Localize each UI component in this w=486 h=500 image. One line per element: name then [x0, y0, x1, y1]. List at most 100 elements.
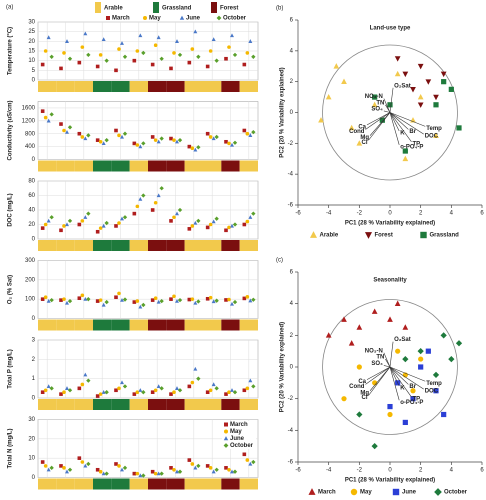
legend-label: October [223, 16, 247, 22]
loading-label: Cl [362, 140, 368, 146]
marker [372, 94, 378, 100]
marker [371, 308, 378, 314]
marker [40, 297, 45, 301]
marker [214, 467, 219, 472]
marker [208, 222, 213, 227]
land-use-strip [203, 160, 222, 172]
marker [196, 299, 201, 304]
marker [86, 133, 91, 138]
y-tick-label: 40 [28, 208, 35, 214]
marker [95, 394, 100, 398]
marker [122, 465, 128, 470]
marker [86, 52, 91, 58]
legend-label: May [149, 16, 161, 22]
y-tick-label: 0 [32, 78, 36, 84]
marker [62, 390, 66, 395]
land-use-strip [239, 319, 258, 331]
marker [101, 390, 106, 394]
loading-label: Ca [358, 379, 366, 385]
marker [205, 225, 210, 230]
marker [83, 372, 88, 377]
marker [224, 392, 228, 396]
legend-label: Arable [320, 233, 339, 239]
loading-vector [389, 112, 412, 142]
marker [49, 54, 54, 59]
marker [308, 488, 316, 495]
marker [214, 298, 219, 303]
y-tick-label: 300 [25, 258, 36, 264]
marker [214, 58, 219, 63]
legend-label: March [112, 16, 130, 22]
marker [227, 390, 231, 395]
land-use-strip [221, 81, 240, 92]
marker [356, 324, 363, 330]
marker [80, 135, 85, 139]
marker [227, 141, 231, 146]
marker [208, 466, 213, 470]
y-tick-label: 20 [28, 222, 35, 228]
marker [420, 231, 427, 239]
marker [190, 297, 195, 301]
marker [156, 35, 161, 40]
marker [59, 464, 63, 468]
y-tick-label: 80 [28, 179, 35, 185]
marker [216, 15, 222, 21]
marker [122, 215, 128, 220]
marker [104, 299, 109, 305]
loading-vector [389, 366, 426, 382]
y-tick-label: 60 [28, 193, 35, 199]
marker [387, 316, 393, 322]
marker [190, 146, 195, 151]
marker [114, 68, 118, 73]
marker [371, 101, 378, 108]
marker [248, 39, 253, 43]
y-axis-label: PC2 (20 % Variability explained) [280, 322, 286, 412]
land-use-strip [38, 240, 57, 251]
legend-label: May [360, 490, 372, 496]
loading-vector [365, 112, 391, 130]
marker [177, 138, 183, 143]
marker [224, 56, 228, 61]
marker [371, 443, 378, 450]
marker [83, 463, 88, 468]
marker [43, 222, 48, 227]
marker [153, 296, 158, 301]
marker [98, 226, 103, 230]
marker [177, 469, 183, 474]
marker [177, 207, 183, 213]
marker [440, 71, 447, 78]
loading-vector [365, 366, 391, 385]
marker [143, 16, 147, 20]
land-use-strip [221, 240, 240, 251]
land-use-strip [129, 81, 148, 92]
marker [138, 304, 143, 309]
land-use-strip [221, 160, 240, 172]
marker [193, 465, 198, 470]
marker [159, 56, 164, 61]
marker [132, 211, 137, 216]
marker [104, 390, 109, 395]
marker [245, 131, 250, 136]
marker [248, 378, 253, 383]
land-use-strip [74, 399, 93, 410]
marker [410, 396, 416, 402]
marker [193, 366, 198, 371]
land-use-strip [93, 319, 112, 331]
land-use-strip [56, 81, 75, 92]
y-tick-label: 800 [25, 131, 36, 137]
y-tick-label: 6 [290, 270, 294, 276]
loading-vector [389, 112, 424, 135]
marker [196, 218, 201, 224]
marker [117, 386, 121, 391]
marker [150, 390, 155, 394]
x-tick-label: 0 [388, 211, 392, 217]
correlation-circle [322, 299, 458, 435]
marker [83, 31, 88, 36]
marker [417, 93, 424, 100]
marker [62, 128, 66, 133]
marker [441, 79, 447, 85]
y-tick-label: 0 [32, 396, 36, 402]
marker [193, 220, 198, 225]
